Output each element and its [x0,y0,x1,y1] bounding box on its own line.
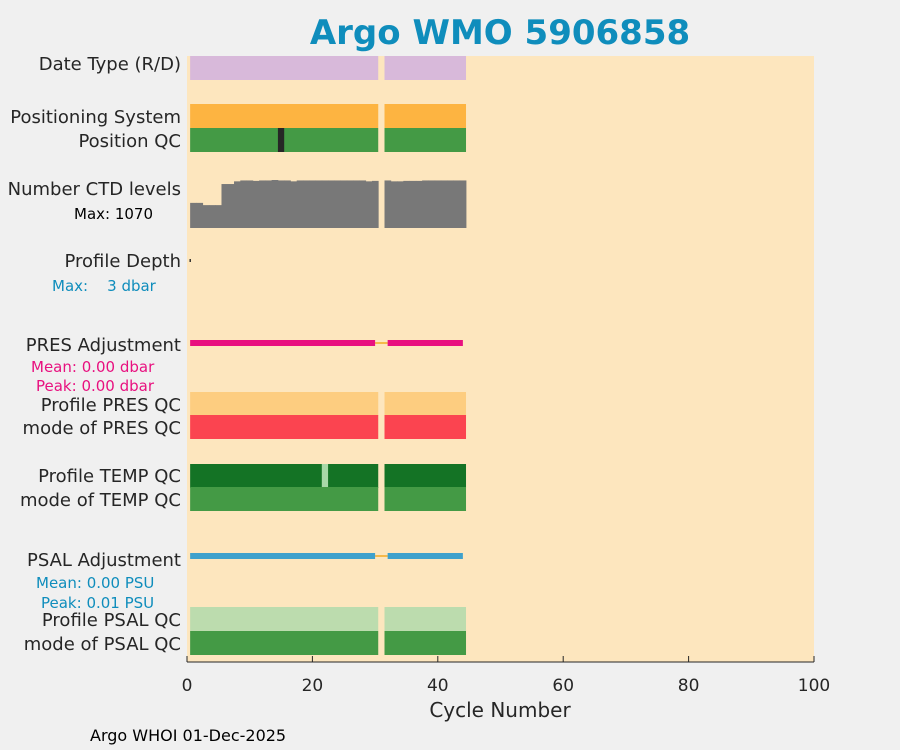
bar-mode-pres-qc-0 [190,415,379,439]
ctd-bar-cycle-20 [309,180,316,228]
ctd-bar-cycle-40 [434,180,442,228]
x-tick-label-80: 80 [678,676,700,696]
bar-profile-temp-qc-1 [384,464,467,488]
ctd-bar-cycle-42 [447,180,454,228]
ctd-bar-cycle-8 [234,181,241,228]
bar-positioning-system-1 [384,104,467,128]
ctd-bar-cycle-27 [353,180,360,228]
x-tick-label-40: 40 [427,676,449,696]
ctd-bar-cycle-19 [302,180,310,228]
ctd-bar-cycle-29 [365,181,373,228]
row-label-mode-temp-qc: mode of TEMP QC [20,490,181,511]
ctd-bar-cycle-38 [422,180,429,228]
ctd-bar-cycle-35 [403,180,410,228]
ctd-bar-cycle-32 [384,180,392,228]
ctd-bar-cycle-41 [440,180,448,228]
ctd-bar-cycle-18 [296,180,304,228]
bar-mode-temp-qc-0 [190,487,379,511]
row-label-positioning-system: Positioning System [10,107,181,128]
ctd-bar-cycle-36 [409,180,417,228]
bar-date-type-1 [384,56,467,80]
row-label-mode-pres-qc: mode of PRES QC [23,418,181,439]
ctd-bar-cycle-21 [315,180,323,228]
ctd-bar-cycle-34 [397,181,404,228]
ctd-bar-cycle-11 [252,180,260,228]
bar-mode-psal-qc-1 [384,631,467,655]
bar-profile-pres-qc-1 [384,392,467,416]
row-label-profile-pres-qc: Profile PRES QC [41,395,181,416]
bar-date-type-0 [190,56,379,80]
psal-adjustment-note-0: Mean: 0.00 PSU [36,574,154,592]
profile-depth-mark [189,259,191,262]
ctd-bar-cycle-28 [359,180,367,228]
ctd-bar-cycle-4 [208,205,216,228]
x-tick-label-0: 0 [182,676,193,696]
row-label-ctd-levels: Number CTD levels [8,179,181,200]
row-label-mode-psal-qc: mode of PSAL QC [24,634,181,655]
bar-profile-temp-qc-0 [190,464,379,488]
ctd-bar-cycle-3 [202,205,210,228]
ctd-bar-cycle-24 [334,180,342,228]
ctd-bar-cycle-12 [259,180,266,228]
ctd-bar-cycle-39 [428,180,436,228]
ctd-bar-cycle-7 [227,184,235,228]
ctd-bar-cycle-13 [265,180,273,228]
ctd-max-note: Max: 1070 [74,205,153,223]
row-label-profile-depth: Profile Depth [64,251,181,272]
ctd-bar-cycle-9 [240,180,247,228]
bar-mode-psal-qc-0 [190,631,379,655]
ctd-bar-cycle-25 [340,180,348,228]
x-tick-label-20: 20 [302,676,324,696]
flag-profile-temp-qc-cycle-22 [321,464,329,488]
ctd-bar-cycle-33 [390,181,398,228]
ctd-bar-cycle-14 [271,180,279,228]
ctd-bar-cycle-10 [246,180,254,228]
x-tick-label-100: 100 [798,676,830,696]
chart-title: Argo WMO 5906858 [310,13,690,53]
ctd-bar-cycle-30 [371,180,379,228]
pres-adjustment-note-1: Peak: 0.00 dbar [36,377,155,395]
row-label-profile-psal-qc: Profile PSAL QC [42,610,181,631]
row-label-pres-adjustment: PRES Adjustment [26,335,181,356]
row-label-profile-temp-qc: Profile TEMP QC [38,466,181,487]
psal-adjustment-note-1: Peak: 0.01 PSU [41,594,154,612]
x-axis-label: Cycle Number [429,698,571,722]
bar-profile-pres-qc-0 [190,392,379,416]
ctd-bar-cycle-44 [459,180,467,228]
ctd-bar-cycle-22 [321,180,329,228]
row-label-position-qc: Position QC [78,131,181,152]
ctd-bar-cycle-2 [196,202,204,228]
ctd-bar-cycle-15 [277,180,285,228]
row-label-date-type: Date Type (R/D) [39,54,181,75]
bar-positioning-system-0 [190,104,379,128]
ctd-bar-cycle-6 [221,184,229,228]
ctd-bar-cycle-16 [284,180,291,228]
ctd-bar-cycle-23 [328,180,335,228]
footer-text: Argo WHOI 01-Dec-2025 [90,726,286,745]
x-tick-label-60: 60 [552,676,574,696]
flag-position-qc-cycle-15 [277,128,285,152]
pres-adjustment-note-0: Mean: 0.00 dbar [31,358,155,376]
bar-mode-temp-qc-1 [384,487,467,511]
ctd-bar-cycle-1 [190,202,197,228]
ctd-bar-cycle-37 [415,180,423,228]
ctd-bar-cycle-17 [290,181,298,228]
profile-depth-note: Max: 3 dbar [52,277,157,295]
bar-profile-psal-qc-0 [190,607,379,631]
plot-background [187,56,814,662]
bar-mode-pres-qc-1 [384,415,467,439]
row-label-psal-adjustment: PSAL Adjustment [27,550,181,571]
ctd-bar-cycle-26 [346,180,354,228]
ctd-bar-cycle-5 [215,205,222,228]
ctd-bar-cycle-43 [453,180,461,228]
bar-profile-psal-qc-1 [384,607,467,631]
bar-position-qc-1 [384,128,467,152]
